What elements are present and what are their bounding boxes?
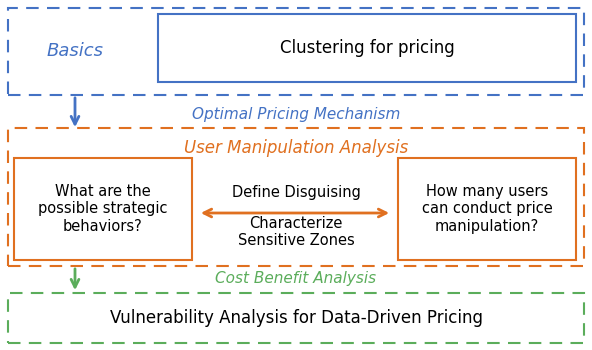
Text: Define Disguising: Define Disguising <box>231 186 361 201</box>
Text: Vulnerability Analysis for Data-Driven Pricing: Vulnerability Analysis for Data-Driven P… <box>110 309 482 327</box>
Text: Characterize
Sensitive Zones: Characterize Sensitive Zones <box>237 216 355 248</box>
Bar <box>8 8 584 95</box>
Bar <box>398 158 576 260</box>
Text: User Manipulation Analysis: User Manipulation Analysis <box>184 139 408 157</box>
Bar <box>8 293 584 343</box>
Text: How many users
can conduct price
manipulation?: How many users can conduct price manipul… <box>422 184 552 234</box>
Bar <box>8 128 584 266</box>
Text: Cost Benefit Analysis: Cost Benefit Analysis <box>215 272 377 287</box>
Bar <box>14 158 192 260</box>
Text: Clustering for pricing: Clustering for pricing <box>279 39 455 57</box>
Text: What are the
possible strategic
behaviors?: What are the possible strategic behavior… <box>38 184 168 234</box>
Text: Optimal Pricing Mechanism: Optimal Pricing Mechanism <box>192 106 400 121</box>
Bar <box>158 14 576 82</box>
Text: Basics: Basics <box>47 42 104 60</box>
